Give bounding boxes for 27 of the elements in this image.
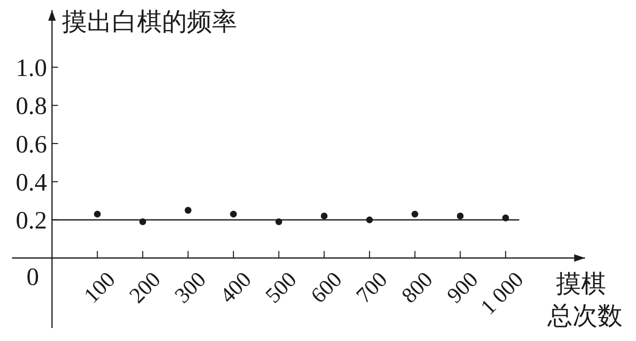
x-tick-label: 300 <box>170 266 211 308</box>
y-axis-title: 摸出白棋的频率 <box>62 7 237 36</box>
point <box>94 210 101 218</box>
point <box>230 210 237 218</box>
y-tick-label: 1.0 <box>16 54 47 82</box>
x-tick-label: 400 <box>214 266 256 308</box>
x-tick-label: 800 <box>396 266 438 308</box>
x-tick-label: 700 <box>350 266 392 308</box>
y-tick-label: 0.4 <box>16 169 48 196</box>
y-tick-label: 0.2 <box>16 208 47 235</box>
x-tick-label: 100 <box>78 266 120 308</box>
x-tick-label: 600 <box>306 266 347 308</box>
point <box>320 212 328 220</box>
point <box>456 212 464 220</box>
point <box>184 206 192 214</box>
point <box>366 216 373 224</box>
point <box>502 214 509 222</box>
x-tick-label: 500 <box>260 266 302 308</box>
x-axis-title: 摸棋总次数 <box>546 269 622 330</box>
point <box>275 218 282 226</box>
y-tick-label: 0.8 <box>16 93 47 120</box>
y-tick-label: 0 <box>26 264 39 291</box>
point <box>412 210 418 218</box>
point <box>139 218 146 226</box>
y-tick-label: 0.6 <box>16 131 47 158</box>
x-tick-label: 900 <box>442 266 483 308</box>
x-tick-label: 200 <box>124 266 166 308</box>
